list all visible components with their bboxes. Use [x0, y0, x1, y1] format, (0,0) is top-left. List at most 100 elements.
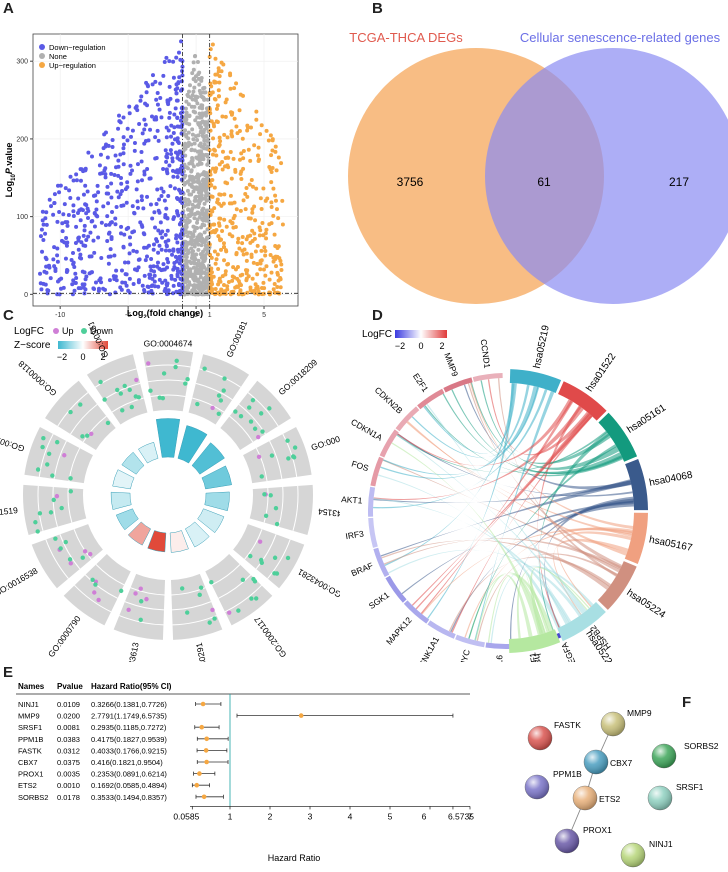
volcano-point-down — [107, 222, 112, 227]
volcano-point-up — [239, 151, 244, 156]
volcano-point-down — [69, 257, 74, 262]
volcano-point-up — [247, 182, 252, 187]
volcano-point-none — [186, 267, 191, 272]
volcano-point-up — [248, 158, 253, 163]
volcano-point-down — [38, 281, 43, 286]
go-term-label: GO:0031519 — [0, 505, 19, 520]
volcano-point-down — [142, 117, 147, 122]
volcano-point-none — [187, 83, 192, 88]
volcano-point-up — [210, 194, 215, 199]
volcano-point-up — [216, 221, 221, 226]
volcano-point-down — [52, 245, 57, 250]
volcano-point-down — [136, 257, 141, 262]
volcano-point-down — [145, 84, 150, 89]
go-ring-gridline — [45, 539, 69, 579]
go-outer-sector — [24, 426, 93, 484]
ppi-node: SRSF1 — [647, 782, 704, 811]
forest-hr-point — [204, 759, 209, 765]
volcano-point-up — [223, 248, 228, 253]
volcano-point-up — [223, 269, 228, 274]
volcano-point-none — [189, 261, 194, 266]
volcano-point-none — [202, 146, 207, 151]
go-ring-gridline — [172, 615, 217, 626]
volcano-point-down — [135, 205, 140, 210]
chord-ribbon — [468, 572, 554, 639]
volcano-point-none — [191, 89, 196, 94]
volcano-point-up — [223, 156, 228, 161]
forest-row-name: MMP9 — [18, 712, 40, 721]
go-dot-down — [291, 455, 297, 460]
volcano-point-down — [178, 111, 183, 116]
chord-gene-label: IRF3 — [345, 528, 365, 541]
volcano-point-up — [216, 144, 221, 149]
volcano-point-up — [250, 228, 255, 233]
volcano-point-down — [125, 180, 130, 185]
volcano-point-up — [280, 222, 285, 227]
panel-label-f: F — [682, 694, 692, 711]
go-dot-up — [257, 539, 263, 544]
forest-rows: NINJ1 0.0109 0.3266(0.1381,0.7726) MMP9 0.02… — [18, 694, 454, 807]
volcano-point-down — [74, 224, 79, 229]
volcano-point-down — [147, 275, 152, 280]
go-dot-down — [78, 402, 83, 407]
chord-gene-label: E2F1 — [411, 371, 431, 394]
volcano-point-up — [245, 194, 250, 199]
chord-ribbon — [396, 430, 608, 473]
ppi-node-label: PROX1 — [583, 825, 612, 835]
volcano-point-down — [154, 117, 159, 122]
volcano-point-up — [253, 282, 258, 287]
volcano-point-none — [196, 210, 201, 215]
go-ring-gridline — [130, 587, 165, 596]
volcano-point-up — [274, 207, 279, 212]
volcano-point-up — [275, 246, 280, 251]
volcano-point-down — [168, 148, 173, 153]
panel-label-c: C — [3, 307, 14, 324]
volcano-point-down — [155, 128, 160, 133]
legend-up-marker — [39, 62, 45, 68]
volcano-point-up — [273, 198, 278, 203]
volcano-point-up — [213, 261, 218, 266]
volcano-point-down — [143, 101, 148, 106]
venn-left-count: 3756 — [397, 175, 424, 189]
volcano-point-down — [113, 216, 118, 221]
volcano-point-up — [269, 270, 274, 275]
volcano-point-down — [39, 227, 44, 232]
volcano-point-none — [205, 97, 210, 102]
volcano-point-up — [214, 119, 219, 124]
chord-gene-label: FOS — [350, 458, 370, 473]
volcano-point-none — [207, 263, 212, 268]
volcano-point-down — [57, 209, 62, 214]
volcano-point-down — [118, 176, 123, 181]
volcano-point-down — [152, 284, 157, 289]
chord-arcs — [368, 369, 648, 653]
volcano-point-down — [159, 115, 164, 120]
volcano-point-down — [99, 255, 104, 260]
volcano-point-down — [121, 135, 126, 140]
volcano-point-none — [199, 243, 204, 248]
venn-left-title: TCGA-THCA DEGs — [349, 30, 463, 45]
chord-gene-arc — [485, 642, 516, 649]
volcano-point-down — [65, 268, 70, 273]
volcano-point-down — [173, 87, 178, 92]
go-term-label: GO:0018105 — [224, 322, 253, 359]
volcano-point-none — [196, 277, 201, 282]
volcano-point-up — [221, 241, 226, 246]
volcano-point-down — [65, 220, 70, 225]
ppi-node-shine — [652, 744, 676, 768]
volcano-point-up — [237, 129, 242, 134]
volcano-point-up — [252, 143, 257, 148]
go-dot-down — [33, 520, 38, 525]
volcano-point-up — [263, 248, 268, 253]
go-ring-gridline — [111, 397, 144, 413]
volcano-point-down — [44, 222, 49, 227]
volcano-point-up — [225, 135, 230, 140]
volcano-point-up — [213, 169, 218, 174]
volcano-point-down — [114, 268, 119, 273]
go-outer-sector — [233, 524, 305, 589]
volcano-point-down — [152, 273, 157, 278]
volcano-point-none — [203, 243, 208, 248]
volcano-point-none — [183, 106, 188, 111]
go-dot-down — [253, 596, 259, 601]
go-ring-gridline — [278, 486, 284, 527]
